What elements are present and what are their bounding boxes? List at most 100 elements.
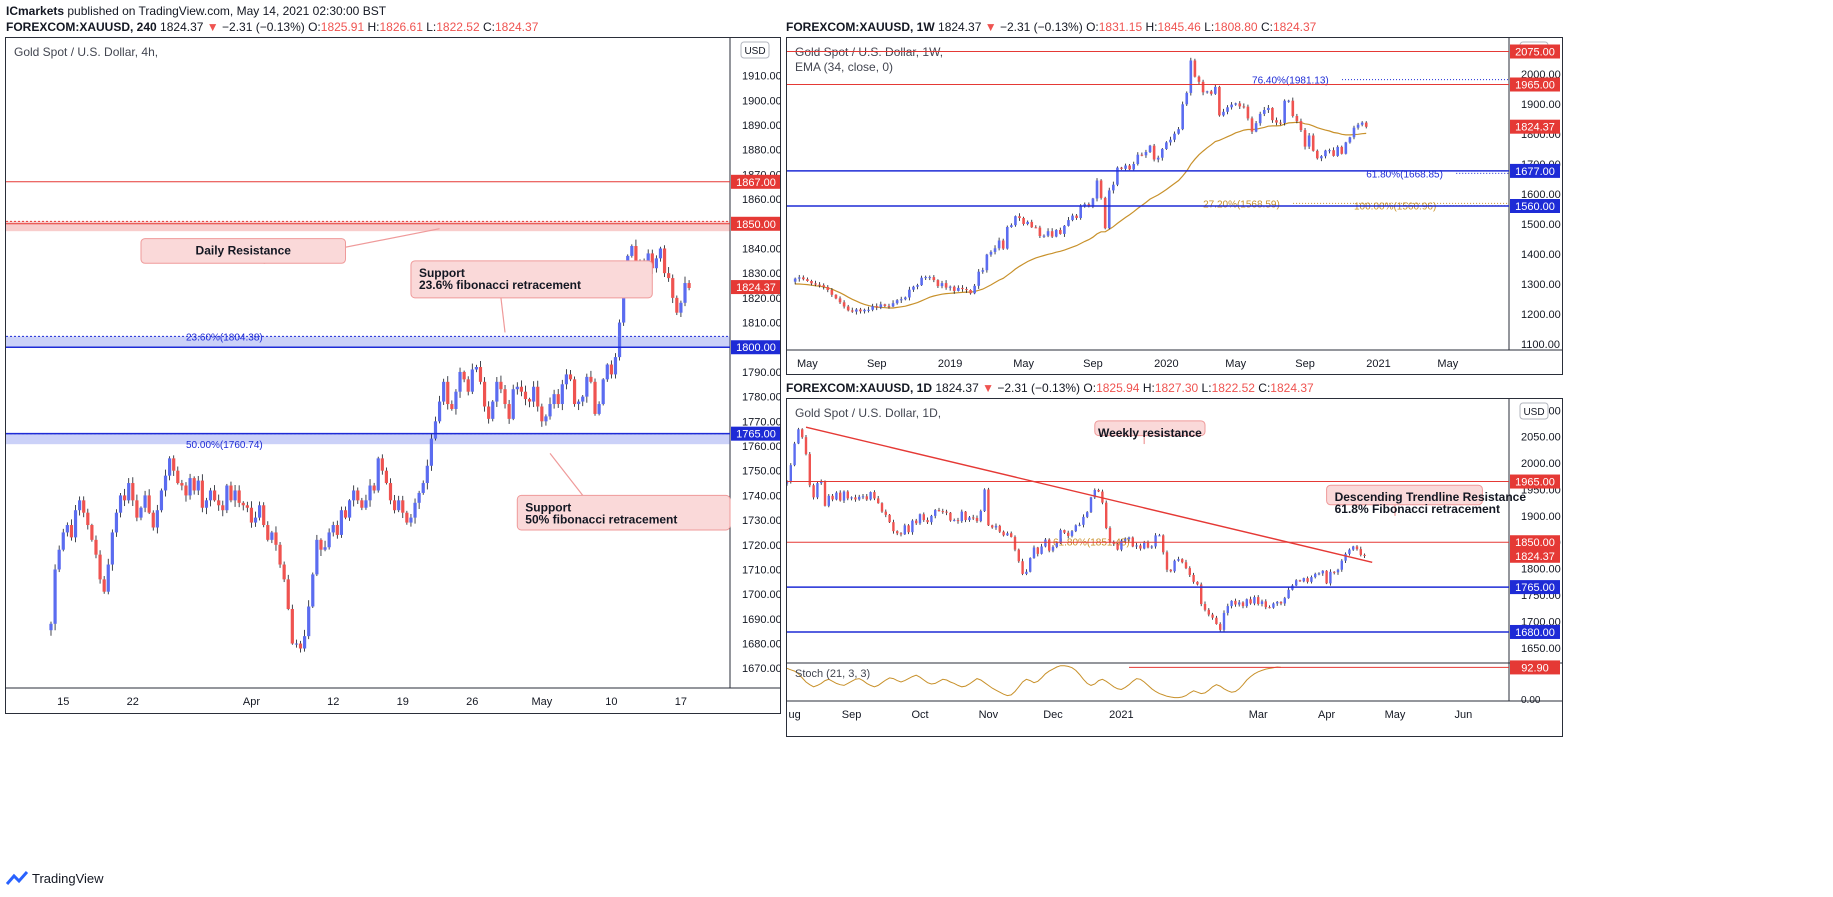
w1-candle — [981, 267, 985, 274]
d1-candle — [1188, 566, 1191, 578]
w1-candle-body — [806, 279, 809, 281]
h4-candle — [73, 504, 78, 543]
h4-chart-panel[interactable]: 1670.00 1680.00 1690.00 1700.00 1710.00 1720.… — [5, 37, 782, 714]
d1-candle — [941, 508, 944, 514]
h4-candle — [662, 245, 667, 278]
d1-candle-body — [827, 495, 830, 506]
w1-candle-body — [981, 270, 985, 272]
w1-chart-panel[interactable]: 1100.00 1200.00 1300.00 1400.00 1500.00 1600.… — [786, 37, 1563, 375]
h4-last: 1824.37 — [160, 20, 204, 34]
d1-candle — [820, 479, 823, 485]
d1-candle — [1086, 511, 1089, 519]
d1-candle — [839, 490, 842, 502]
d1-x-tick-label: 2021 — [1109, 709, 1133, 721]
d1-candle-body — [1245, 599, 1248, 607]
d1-candle — [846, 490, 849, 501]
h4-level-tag-text: 1800.00 — [736, 342, 776, 354]
h4-x-tick-label: 22 — [127, 696, 139, 708]
h4-candle — [572, 376, 577, 407]
h4-y-tick-label: 1880.00 — [742, 145, 780, 157]
w1-candle-body — [973, 285, 976, 294]
h4-chart-svg[interactable]: 1670.00 1680.00 1690.00 1700.00 1710.00 1720.… — [6, 38, 782, 713]
w1-candle — [855, 308, 858, 315]
h4-high-label: H: — [367, 20, 380, 34]
w1-candle — [1026, 220, 1029, 226]
h4-candle-body — [617, 322, 622, 358]
w1-candle — [928, 275, 932, 281]
w1-candle — [969, 289, 972, 295]
h4-candle-body — [364, 500, 368, 508]
w1-candle-body — [810, 281, 813, 284]
tradingview-logo[interactable]: TradingView — [6, 870, 104, 886]
d1-candle — [789, 463, 792, 484]
d1-candle — [1063, 529, 1066, 535]
w1-chart-svg[interactable]: 1100.00 1200.00 1300.00 1400.00 1500.00 1600.… — [787, 38, 1562, 374]
h4-candle-body — [552, 394, 556, 405]
w1-candle-body — [977, 271, 981, 286]
w1-level-tag-bg — [1510, 77, 1560, 92]
d1-y-tick-label: 2050.00 — [1521, 432, 1561, 444]
d1-stoch-level-bg — [1510, 660, 1560, 675]
h4-candle — [368, 479, 372, 507]
h4-candle — [139, 506, 143, 521]
w1-candle-body — [993, 248, 997, 252]
d1-candle — [801, 428, 804, 439]
w1-candle-body — [867, 309, 870, 311]
w1-candle-body — [834, 294, 838, 299]
d1-candle — [827, 494, 830, 508]
h4-level-tag-text: 1850.00 — [736, 219, 776, 231]
h4-y-tick-label: 1820.00 — [742, 293, 780, 305]
d1-chart-panel[interactable]: 1650.001700.001750.001800.001850.001900.… — [785, 398, 1563, 737]
h4-candle-body — [213, 490, 217, 501]
h4-annotation-box — [516, 494, 731, 531]
d1-candle-body — [1010, 533, 1013, 537]
d1-candle-body — [1359, 549, 1362, 555]
h4-zone-1850.00 — [6, 221, 730, 232]
d1-candle — [953, 518, 956, 522]
d1-candle — [930, 514, 933, 525]
d1-candle — [968, 516, 971, 522]
d1-annotation-text: Descending Trendline Resistance — [1335, 490, 1527, 504]
h4-candle-body — [671, 278, 675, 298]
d1-candle-body — [801, 429, 804, 438]
d1-candle-body — [1101, 491, 1104, 503]
h4-x-tick-label: 26 — [466, 696, 478, 708]
d1-level-tag-text: 1965.00 — [1515, 477, 1555, 489]
h4-candle-body — [630, 246, 634, 256]
h4-candle-body — [597, 404, 601, 414]
d1-candle-body — [1238, 602, 1241, 605]
d1-fib-label: 61.80%(1851.45) — [1053, 537, 1130, 548]
d1-candle-body — [907, 525, 910, 533]
h4-candle — [343, 506, 348, 520]
w1-candle-body — [850, 310, 854, 312]
h4-y-tick-label: 1740.00 — [742, 490, 780, 502]
w1-candle — [879, 301, 883, 310]
w1-candle — [1287, 99, 1291, 103]
h4-candle-body — [622, 278, 626, 323]
h4-candle-body — [245, 505, 249, 508]
w1-candle — [1307, 133, 1311, 149]
d1-candle — [922, 512, 925, 522]
w1-candle — [822, 283, 826, 290]
d1-candle-body — [994, 525, 998, 528]
h4-candle — [258, 501, 262, 521]
h4-candle-body — [73, 510, 78, 538]
h4-low: 1822.52 — [436, 20, 480, 34]
d1-candle — [1150, 545, 1153, 549]
h4-candle — [388, 478, 393, 505]
w1-last-price-bg — [1510, 119, 1560, 134]
h4-candle — [372, 482, 376, 494]
w1-y-tick-label: 1400.00 — [1521, 249, 1561, 261]
h4-annotation-text: Support — [525, 500, 571, 514]
h4-candle-body — [687, 283, 691, 288]
w1-candle-body — [1303, 130, 1307, 147]
w1-candle — [797, 274, 801, 282]
h4-candle — [213, 485, 217, 502]
h4-x-tick-label: 17 — [675, 696, 687, 708]
w1-candle-body — [1230, 104, 1233, 108]
w1-candle — [1336, 145, 1339, 157]
d1-candle-body — [1310, 577, 1313, 582]
h4-candle-body — [323, 547, 327, 550]
d1-chart-svg[interactable]: 1650.001700.001750.001800.001850.001900.… — [785, 399, 1562, 736]
